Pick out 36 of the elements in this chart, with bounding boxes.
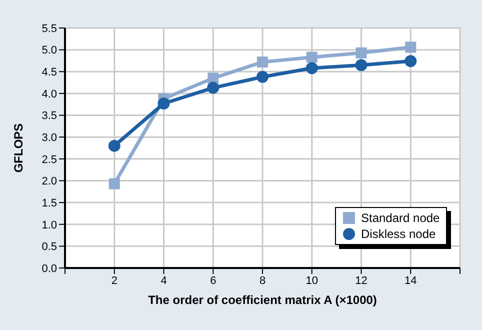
legend-label: Diskless node [360,226,437,242]
x-tick-label: 8 [259,274,266,287]
point [207,82,220,94]
point [108,178,120,190]
point [356,47,367,58]
x-tick-label: 10 [306,274,318,287]
y-tick-label: 4.0 [42,88,57,100]
point [306,52,318,63]
y-tick-label: 3.0 [42,132,57,144]
x-tick-label: 6 [210,274,216,287]
y-tick-label: 2.0 [42,176,57,188]
x-tick-label: 2 [111,274,118,287]
point [208,72,219,84]
x-tick-label: 14 [404,274,417,287]
y-tick-label: 5.5 [42,22,57,35]
point [108,140,120,152]
x-axis-title: The order of coefficient matrix A (×1000) [148,293,377,307]
point [404,55,417,68]
y-tick-label: 3.5 [42,110,57,122]
y-tick-label: 2.5 [42,154,57,166]
x-tick-label: 12 [355,274,368,287]
y-tick-label: 4.5 [42,66,57,79]
point [257,56,268,68]
point [256,70,268,83]
x-tick-label: 4 [160,274,167,287]
y-tick-label: 1.5 [42,197,57,210]
point [405,42,416,53]
y-tick-label: 1.0 [42,219,57,232]
point [158,97,170,110]
y-tick-label: 0.0 [42,262,57,275]
y-tick-label: 5.0 [42,44,57,57]
y-axis-title: GFLOPS [11,123,26,173]
y-tick-label: 0.5 [42,241,57,254]
point [306,62,318,74]
legend-label: Standard node [360,210,440,226]
point [355,59,368,72]
